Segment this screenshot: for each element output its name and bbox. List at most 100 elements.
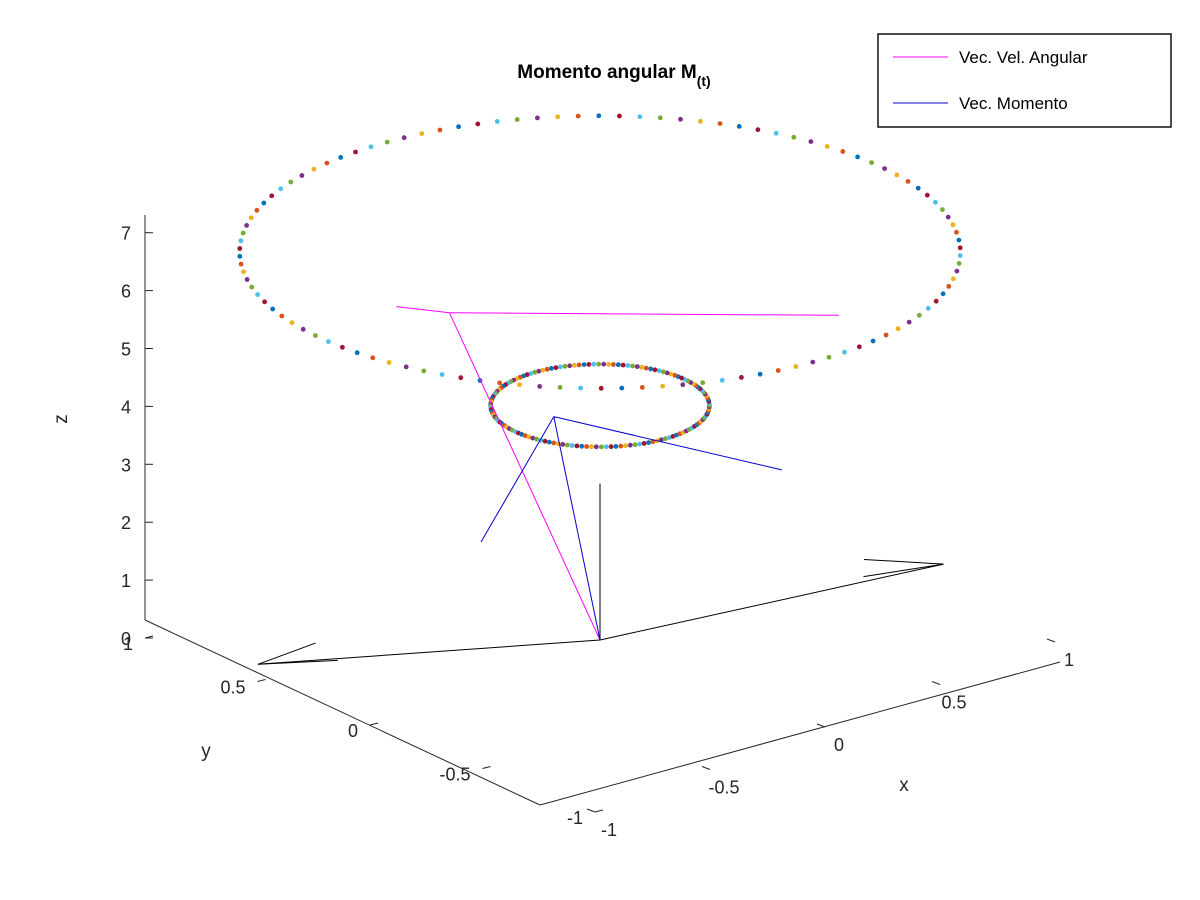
momentum-trace-point [611,362,616,367]
momentum-trace-point [526,434,532,440]
y-tick-label: 1 [123,634,133,654]
angular-velocity-trace-point [869,160,874,166]
momentum-segment [553,416,601,641]
momentum-trace-point [565,442,570,448]
z-tick-label: 3 [121,455,131,475]
body-axis-x-head [863,558,944,565]
angular-velocity-segment [396,306,450,314]
momentum-trace-point [540,367,546,373]
angular-velocity-trace-point [905,179,911,184]
angular-velocity-segment [449,312,839,316]
momentum-trace-point [637,441,642,447]
momentum-trace-point [572,362,577,368]
angular-velocity-trace-point [311,166,317,172]
momentum-trace-point [591,361,597,367]
angular-velocity-trace-point [238,261,244,267]
angular-velocity-trace-point [368,144,374,150]
momentum-trace-point [530,435,536,441]
legend-label-angular-velocity: Vec. Vel. Angular [959,48,1088,67]
momentum-trace-point [569,443,575,448]
momentum-trace-point [558,364,563,370]
angular-velocity-trace-point [299,173,305,178]
angular-velocity-trace-point [254,207,260,213]
momentum-trace-point [620,362,626,368]
vector-segments [396,306,839,641]
angular-velocity-trace-point [639,385,645,390]
legend-box [877,33,1172,128]
angular-velocity-trace-point [775,368,781,373]
angular-velocity-trace-point [289,320,295,326]
y-tick-label: -1 [567,808,583,828]
angular-velocity-trace-point [596,113,602,119]
momentum-trace-point [574,443,580,449]
momentum-trace-point [544,366,550,372]
angular-velocity-trace-point [619,385,625,391]
angular-velocity-trace-point [575,113,581,119]
angular-velocity-trace-point [717,121,723,126]
momentum-trace-point [668,371,674,377]
angular-velocity-trace-point [326,339,331,344]
angular-velocity-trace-point [660,383,665,389]
y-tick-mark [257,679,266,682]
momentum-trace-point [662,436,668,442]
angular-velocity-trace-point [458,375,464,381]
angular-velocity-trace-point [244,277,250,282]
angular-velocity-segment [449,312,601,641]
angular-velocity-trace-point [557,385,563,390]
momentum-trace-point [670,434,676,439]
x-tick-mark [816,723,826,728]
angular-velocity-trace-point [736,124,742,129]
angular-velocity-trace-point [826,354,832,360]
momentum-trace-point [593,444,599,450]
momentum-trace-point [613,444,619,449]
body-axis-y [257,639,601,665]
z-tick-label: 7 [121,224,131,244]
chart-title-subscript: (t) [697,73,711,89]
momentum-trace-point [581,362,587,367]
angular-velocity-trace-point [238,238,244,244]
angular-velocity-trace-point [956,261,962,266]
momentum-trace-point [532,369,538,375]
momentum-trace-point [534,436,540,442]
angular-velocity-trace-point [808,139,814,145]
angular-velocity-trace-point [755,127,761,133]
y-tick-mark [369,722,379,726]
angular-velocity-trace-point [617,113,622,119]
angular-velocity-trace-point [739,375,744,380]
momentum-trace-point [601,361,607,367]
angular-velocity-trace-point [657,115,663,121]
angular-velocity-trace-point [237,253,243,259]
momentum-trace-point [627,442,633,448]
momentum-trace-point [656,368,662,374]
angular-velocity-trace-point [950,222,956,228]
momentum-trace-point [603,444,609,450]
x-tick-label: 1 [1064,650,1074,670]
momentum-trace-point [551,440,557,446]
angular-velocity-trace-point [895,326,901,332]
angular-velocity-trace-point [370,355,376,361]
trajectory-traces [237,113,963,450]
angular-velocity-trace-point [456,124,461,130]
angular-velocity-trace-point [497,380,502,386]
momentum-trace-point [615,362,621,368]
body-axis-y-head [257,642,316,665]
angular-velocity-trace-point [514,117,520,122]
angular-velocity-trace-point [680,382,686,388]
x-tick-label: -0.5 [708,778,739,798]
angular-velocity-trace-point [906,319,912,325]
angular-velocity-trace-point [678,116,683,122]
x-axis-line [539,661,1061,806]
momentum-trace-point [625,363,631,368]
angular-velocity-trace-point [957,245,963,251]
angular-velocity-trace-point [870,338,876,344]
momentum-trace-point [549,366,554,371]
momentum-trace-point [679,375,684,381]
momentum-trace-point [576,362,582,368]
z-tick-label: 2 [121,513,131,533]
momentum-trace-point [623,443,628,449]
z-tick-label: 1 [121,571,131,591]
x-tick-label: -1 [601,820,617,840]
angular-velocity-trace-point [951,276,956,282]
angular-velocity-trace-point [439,372,445,377]
body-axis-x-head [863,563,944,578]
